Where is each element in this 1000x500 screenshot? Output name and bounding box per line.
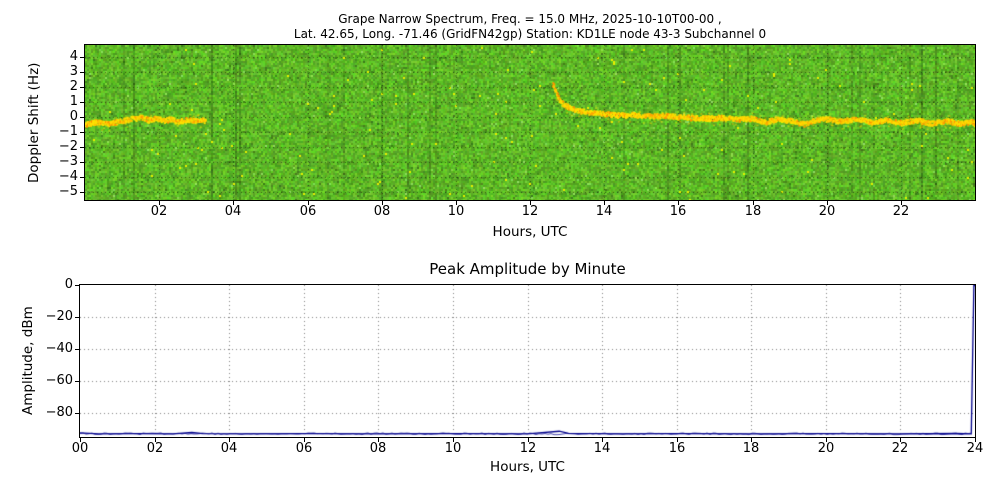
amplitude-x-tick-label: 06 [295, 441, 313, 456]
amplitude-y-tick [75, 285, 79, 286]
spectrogram-y-tick [80, 162, 84, 163]
spectrogram-x-tick-label: 22 [892, 204, 910, 219]
spectrogram-x-tick-label: 10 [447, 204, 465, 219]
spectrogram-x-tick-label: 18 [744, 204, 762, 219]
amplitude-x-tick-label: 00 [71, 441, 89, 456]
spectrogram-x-tick [827, 201, 828, 205]
amplitude-y-tick [75, 349, 79, 350]
amplitude-x-tick-label: 14 [593, 441, 611, 456]
amplitude-y-tick [75, 381, 79, 382]
amplitude-ylabel: Amplitude, dBm [20, 306, 36, 416]
spectrogram-x-tick [308, 201, 309, 205]
spectrogram-x-tick [159, 201, 160, 205]
spectrogram-y-tick [80, 87, 84, 88]
spectrogram-title-line1: Grape Narrow Spectrum, Freq. = 15.0 MHz,… [338, 12, 722, 26]
spectrogram-x-tick [604, 201, 605, 205]
amplitude-x-tick [900, 438, 901, 442]
spectrogram-x-tick [753, 201, 754, 205]
amplitude-y-tick [75, 317, 79, 318]
spectrogram-x-tick-label: 20 [818, 204, 836, 219]
spectrogram-y-tick [80, 102, 84, 103]
spectrogram-y-tick-label: 2 [69, 79, 78, 94]
amplitude-x-tick [826, 438, 827, 442]
amplitude-x-tick-label: 02 [146, 441, 164, 456]
amplitude-y-tick-label: −60 [45, 373, 73, 388]
spectrogram-ylabel: Doppler Shift (Hz) [26, 62, 42, 183]
spectrogram-x-tick-label: 16 [669, 204, 687, 219]
spectrogram-y-tick-label: −2 [58, 139, 78, 154]
amplitude-y-tick-label: 0 [64, 277, 73, 292]
amplitude-x-tick [155, 438, 156, 442]
spectrogram-x-tick-label: 08 [373, 204, 391, 219]
spectrogram-x-tick [233, 201, 234, 205]
amplitude-x-tick-label: 10 [444, 441, 462, 456]
spectrogram-y-tick-label: 4 [69, 49, 78, 64]
spectrogram-y-tick-label: −5 [58, 184, 78, 199]
spectrogram-y-tick [80, 72, 84, 73]
spectrogram-xlabel: Hours, UTC [492, 224, 568, 240]
spectrogram-y-tick-label: −1 [58, 124, 78, 139]
spectrogram-x-tick [456, 201, 457, 205]
amplitude-y-tick-label: −20 [45, 309, 73, 324]
amplitude-plot [79, 284, 976, 438]
amplitude-x-tick [304, 438, 305, 442]
amplitude-x-tick-label: 16 [668, 441, 686, 456]
spectrogram-x-tick-label: 12 [521, 204, 539, 219]
spectrogram-x-tick-label: 04 [224, 204, 242, 219]
spectrogram-y-tick [80, 147, 84, 148]
amplitude-title: Peak Amplitude by Minute [429, 260, 626, 278]
spectrogram-y-tick-label: 3 [69, 64, 78, 79]
spectrogram-title-line2: Lat. 42.65, Long. -71.46 (GridFN42gp) St… [293, 27, 767, 41]
amplitude-x-tick [528, 438, 529, 442]
spectrogram-x-tick [530, 201, 531, 205]
amplitude-x-tick [602, 438, 603, 442]
amplitude-x-tick [80, 438, 81, 442]
spectrogram-x-tick [678, 201, 679, 205]
amplitude-x-tick-label: 22 [891, 441, 909, 456]
amplitude-x-tick [975, 438, 976, 442]
amplitude-x-tick-label: 18 [742, 441, 760, 456]
amplitude-y-tick-label: −40 [45, 341, 73, 356]
spectrogram-y-tick [80, 57, 84, 58]
spectrogram-y-tick [80, 132, 84, 133]
spectrogram-x-tick [901, 201, 902, 205]
amplitude-x-tick-label: 24 [966, 441, 984, 456]
amplitude-x-tick-label: 20 [817, 441, 835, 456]
amplitude-x-tick [453, 438, 454, 442]
amplitude-x-tick [751, 438, 752, 442]
spectrogram-x-tick [382, 201, 383, 205]
spectrogram-x-tick-label: 14 [595, 204, 613, 219]
spectrogram-x-tick-label: 06 [299, 204, 317, 219]
amplitude-x-tick-label: 04 [220, 441, 238, 456]
spectrogram-y-tick-label: −3 [58, 154, 78, 169]
spectrogram-y-tick [80, 192, 84, 193]
spectrogram-y-tick [80, 177, 84, 178]
amplitude-xlabel: Hours, UTC [490, 459, 565, 475]
spectrogram-y-tick-label: −4 [58, 169, 78, 184]
spectrogram-y-tick-label: 0 [69, 109, 78, 124]
amplitude-y-tick-label: −80 [45, 405, 73, 420]
spectrogram-plot [84, 44, 976, 201]
amplitude-x-tick [677, 438, 678, 442]
spectrogram-x-tick-label: 02 [150, 204, 168, 219]
amplitude-x-tick [229, 438, 230, 442]
spectrogram-y-tick-label: 1 [69, 94, 78, 109]
amplitude-x-tick-label: 08 [369, 441, 387, 456]
amplitude-x-tick-label: 12 [519, 441, 537, 456]
amplitude-x-tick [378, 438, 379, 442]
spectrogram-y-tick [80, 117, 84, 118]
amplitude-y-tick [75, 413, 79, 414]
